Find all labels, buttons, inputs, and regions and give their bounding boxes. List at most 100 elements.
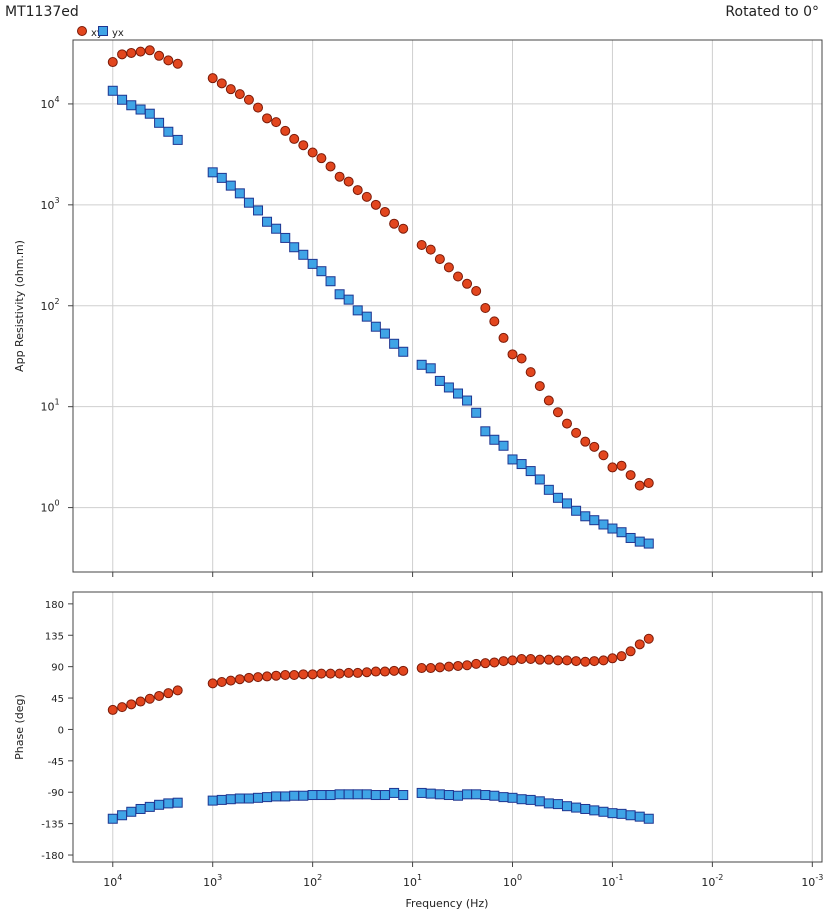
marker-circle <box>616 651 627 662</box>
marker-square <box>589 515 600 526</box>
x-tick-label: 104 <box>103 873 122 889</box>
marker-circle <box>316 153 327 164</box>
marker-circle <box>207 73 218 84</box>
marker-circle <box>643 478 654 489</box>
marker-square <box>453 388 464 399</box>
x-tick-label: 102 <box>303 873 322 889</box>
marker-square <box>398 346 409 357</box>
marker-square <box>561 801 572 812</box>
marker-circle <box>552 655 563 666</box>
marker-square <box>543 798 554 809</box>
marker-circle <box>135 46 146 57</box>
x-tick-label-exponent: -3 <box>815 873 823 882</box>
marker-circle <box>107 704 118 715</box>
marker-square <box>262 792 273 803</box>
marker-square <box>643 813 654 824</box>
marker-square <box>534 796 545 807</box>
marker-square <box>352 789 363 800</box>
marker-square <box>225 794 236 805</box>
marker-circle <box>234 89 245 100</box>
marker-circle <box>126 699 137 710</box>
marker-circle <box>370 666 381 677</box>
marker-square <box>207 167 218 178</box>
marker-square <box>389 787 400 798</box>
marker-square <box>325 276 336 287</box>
x-tick-label-base: 10 <box>303 876 317 889</box>
marker-square <box>172 797 183 808</box>
x-tick-label-base: 10 <box>203 876 217 889</box>
marker-square <box>280 232 291 243</box>
marker-circle <box>243 672 254 683</box>
y-tick-label: 100 <box>40 499 59 515</box>
plot-frame <box>72 591 823 863</box>
marker-circle <box>325 161 336 172</box>
marker-circle <box>398 223 409 234</box>
marker-square <box>243 793 254 804</box>
marker-square <box>434 789 445 800</box>
marker-circle <box>525 367 536 378</box>
marker-circle <box>561 655 572 666</box>
marker-square <box>117 810 128 821</box>
y-tick-label-exponent: 2 <box>54 297 59 306</box>
marker-circle <box>307 147 318 158</box>
marker-square <box>434 375 445 386</box>
marker-square <box>144 108 155 119</box>
marker-circle <box>571 656 582 667</box>
marker-square <box>534 474 545 485</box>
marker-square <box>507 792 518 803</box>
marker-square <box>107 813 118 824</box>
marker-square <box>489 790 500 801</box>
marker-circle <box>498 332 509 343</box>
marker-circle <box>379 666 390 677</box>
marker-square <box>389 338 400 349</box>
marker-circle <box>334 171 345 182</box>
marker-circle <box>489 657 500 668</box>
marker-square <box>462 789 473 800</box>
y-tick-label: -45 <box>48 757 64 768</box>
y-tick-label: -180 <box>41 851 64 862</box>
marker-square <box>216 172 227 183</box>
marker-circle <box>416 663 427 674</box>
marker-square <box>280 791 291 802</box>
x-tick-label-exponent: 4 <box>117 873 122 882</box>
marker-circle <box>316 668 327 679</box>
marker-square <box>325 790 336 801</box>
marker-square <box>598 519 609 530</box>
marker-circle <box>298 669 309 680</box>
marker-circle <box>117 49 128 60</box>
marker-square <box>262 216 273 227</box>
marker-square <box>361 789 372 800</box>
marker-circle <box>443 262 454 273</box>
marker-circle <box>580 436 591 447</box>
y-tick-label-exponent: 3 <box>54 196 59 205</box>
marker-square <box>507 454 518 465</box>
marker-square <box>462 395 473 406</box>
marker-circle <box>498 656 509 667</box>
marker-circle <box>207 678 218 689</box>
marker-circle <box>489 316 500 327</box>
marker-square <box>616 527 627 538</box>
marker-circle <box>271 670 282 681</box>
legend-marker <box>77 26 87 36</box>
marker-square <box>589 805 600 816</box>
marker-circle <box>507 349 518 360</box>
x-tick-label-exponent: -1 <box>615 873 623 882</box>
marker-circle <box>425 663 436 674</box>
marker-circle <box>443 661 454 672</box>
marker-circle <box>352 667 363 678</box>
y-tick-label: 102 <box>40 297 59 313</box>
x-tick-label-base: 10 <box>103 876 117 889</box>
marker-circle <box>352 185 363 196</box>
marker-square <box>634 536 645 547</box>
x-tick-label-base: 10 <box>403 876 417 889</box>
marker-square <box>516 794 527 805</box>
marker-circle <box>271 117 282 128</box>
marker-circle <box>453 660 464 671</box>
marker-circle <box>262 113 273 124</box>
marker-circle <box>589 441 600 452</box>
marker-square <box>334 789 345 800</box>
y-tick-label: 103 <box>40 196 59 212</box>
y-tick-label: 135 <box>45 631 64 642</box>
marker-circle <box>389 665 400 676</box>
